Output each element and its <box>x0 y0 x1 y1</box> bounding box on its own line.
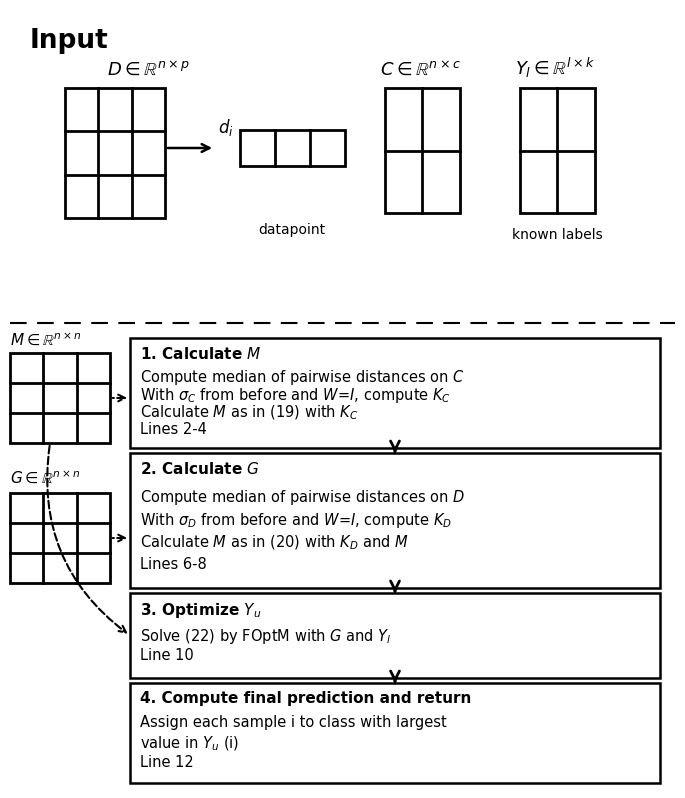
Text: Assign each sample i to class with largest: Assign each sample i to class with large… <box>140 715 447 730</box>
Text: Line 10: Line 10 <box>140 648 194 663</box>
Bar <box>130 593 660 678</box>
Text: Lines 2-4: Lines 2-4 <box>140 422 207 437</box>
Text: $D \in \mathbb{R}^{n\times p}$: $D \in \mathbb{R}^{n\times p}$ <box>107 62 190 80</box>
Bar <box>240 130 345 166</box>
Bar <box>130 338 660 448</box>
Text: $d_i$: $d_i$ <box>218 117 234 138</box>
Text: Lines 6-8: Lines 6-8 <box>140 557 207 572</box>
Text: 2. Calculate $G$: 2. Calculate $G$ <box>140 461 260 477</box>
Text: 3. Optimize $Y_u$: 3. Optimize $Y_u$ <box>140 601 261 620</box>
Text: Line 12: Line 12 <box>140 755 194 770</box>
Text: known labels: known labels <box>512 228 602 242</box>
Text: 4. Compute final prediction and return: 4. Compute final prediction and return <box>140 691 471 706</box>
Bar <box>65 88 165 218</box>
Text: $G \in \mathbb{R}^{n\times n}$: $G \in \mathbb{R}^{n\times n}$ <box>10 469 80 486</box>
Text: With $\sigma_C$ from before and $W$=$I$, compute $K_C$: With $\sigma_C$ from before and $W$=$I$,… <box>140 386 451 405</box>
Text: Solve (22) by FOptM with $G$ and $Y_l$: Solve (22) by FOptM with $G$ and $Y_l$ <box>140 626 392 646</box>
Text: value in $Y_u$ (i): value in $Y_u$ (i) <box>140 735 239 753</box>
Text: Calculate $M$ as in (20) with $K_D$ and $M$: Calculate $M$ as in (20) with $K_D$ and … <box>140 534 409 552</box>
Text: Input: Input <box>30 28 109 54</box>
Text: $M \in \mathbb{R}^{n\times n}$: $M \in \mathbb{R}^{n\times n}$ <box>10 331 82 348</box>
Text: Calculate $M$ as in (19) with $K_C$: Calculate $M$ as in (19) with $K_C$ <box>140 404 358 422</box>
Text: Compute median of pairwise distances on $C$: Compute median of pairwise distances on … <box>140 368 464 387</box>
Text: $Y_l \in \mathbb{R}^{l\times k}$: $Y_l \in \mathbb{R}^{l\times k}$ <box>515 56 595 80</box>
Bar <box>385 88 460 213</box>
Text: With $\sigma_D$ from before and $W$=$I$, compute $K_D$: With $\sigma_D$ from before and $W$=$I$,… <box>140 511 452 530</box>
Text: $C \in \mathbb{R}^{n\times c}$: $C \in \mathbb{R}^{n\times c}$ <box>379 62 460 80</box>
Text: Compute median of pairwise distances on $D$: Compute median of pairwise distances on … <box>140 488 465 507</box>
Bar <box>130 453 660 588</box>
Bar <box>520 88 595 213</box>
Bar <box>130 683 660 783</box>
Bar <box>10 353 110 443</box>
Bar <box>10 493 110 583</box>
Text: datapoint: datapoint <box>258 223 325 237</box>
Text: 1. Calculate $M$: 1. Calculate $M$ <box>140 346 262 362</box>
